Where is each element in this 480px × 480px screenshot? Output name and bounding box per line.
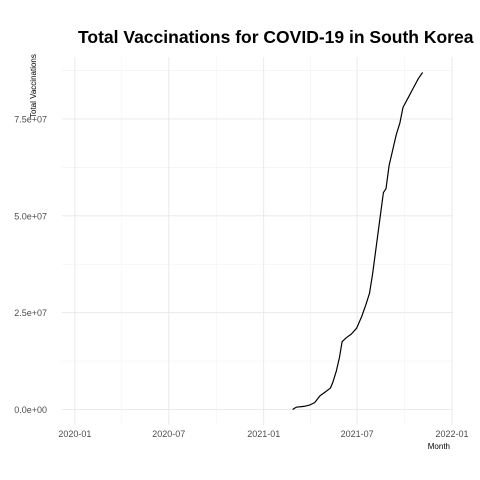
y-tick-label: 5.0e+07 — [14, 211, 47, 221]
x-tick-label: 2022-01 — [435, 429, 468, 439]
y-tick-label: 7.5e+07 — [14, 114, 47, 124]
series-layer — [292, 72, 424, 411]
y-axis-label: Total Vaccinations — [29, 54, 38, 118]
y-tick-label: 2.5e+07 — [14, 308, 47, 318]
y-tick-label: 0.0e+00 — [14, 405, 47, 415]
x-axis-ticks: 2020-01 2020-07 2021-01 2021-07 2022-01 — [58, 429, 468, 439]
x-tick-label: 2020-07 — [152, 429, 185, 439]
y-axis-ticks: 0.0e+00 2.5e+07 5.0e+07 7.5e+07 — [14, 114, 47, 415]
chart-title: Total Vaccinations for COVID-19 in South… — [78, 27, 474, 47]
x-tick-label: 2021-01 — [247, 429, 280, 439]
x-axis-label: Month — [428, 442, 450, 451]
x-tick-label: 2021-07 — [341, 429, 374, 439]
series-line — [292, 72, 424, 411]
x-tick-label: 2020-01 — [58, 429, 91, 439]
grid — [62, 57, 453, 425]
